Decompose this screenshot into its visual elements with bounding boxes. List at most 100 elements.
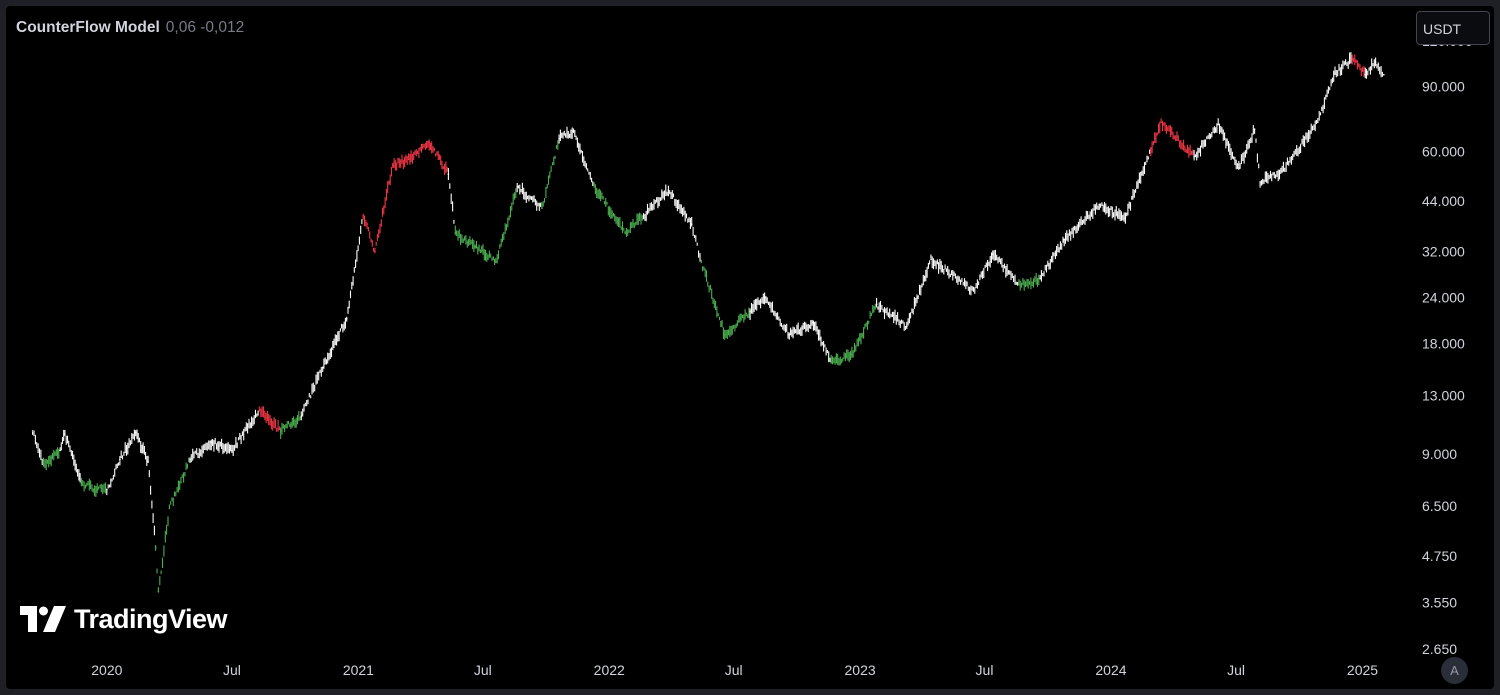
price-point <box>1160 121 1162 124</box>
price-point <box>1039 277 1041 280</box>
price-point <box>1018 283 1020 286</box>
price-point <box>851 353 853 356</box>
price-point <box>1374 61 1377 63</box>
price-point <box>80 482 83 484</box>
price-axis[interactable]: 120.00090.00060.00044.00032.00024.00018.… <box>1422 33 1473 657</box>
price-point <box>1259 181 1261 183</box>
price-point <box>930 258 932 261</box>
price-point <box>157 590 160 593</box>
x-tick-label: Jul <box>474 662 492 678</box>
price-point <box>1063 238 1065 241</box>
price-point <box>1193 156 1195 158</box>
price-point <box>168 507 171 510</box>
price-point <box>1217 123 1219 126</box>
price-point <box>558 137 560 140</box>
indicator-legend[interactable]: CounterFlow Model 0,06 -0,012 <box>16 19 244 37</box>
price-point <box>1150 147 1152 150</box>
price-point <box>454 232 457 234</box>
price-point <box>1281 170 1283 172</box>
y-tick-label: 90.000 <box>1422 79 1465 95</box>
y-tick-label: 6.500 <box>1422 498 1457 514</box>
x-tick-label: 2022 <box>594 662 625 678</box>
price-point <box>321 366 324 369</box>
y-tick-label: 2.650 <box>1422 641 1457 657</box>
price-point <box>624 232 626 234</box>
price-point <box>407 158 410 161</box>
price-point <box>1317 121 1319 124</box>
price-point <box>572 130 575 133</box>
price-point <box>447 173 450 175</box>
price-point <box>258 410 261 412</box>
price-point <box>300 415 303 418</box>
price-point <box>788 334 791 336</box>
x-tick-label: 2020 <box>91 662 122 678</box>
y-tick-label: 44.000 <box>1422 193 1465 209</box>
x-tick-label: Jul <box>976 662 994 678</box>
price-point <box>231 449 233 452</box>
indicator-values: 0,06 -0,012 <box>165 19 245 36</box>
y-tick-label: 60.000 <box>1422 143 1465 159</box>
price-point <box>106 488 108 491</box>
price-point <box>593 186 595 188</box>
tradingview-logo: TradingView <box>20 602 228 636</box>
price-point <box>723 334 726 336</box>
price-point <box>59 449 61 452</box>
x-tick-label: 2023 <box>845 662 876 678</box>
price-point <box>279 430 282 432</box>
price-point <box>642 215 645 217</box>
price-point <box>992 253 994 255</box>
price-point <box>1364 73 1367 76</box>
price-point <box>541 207 543 209</box>
x-tick-label: Jul <box>223 662 241 678</box>
price-series <box>31 52 1385 593</box>
price-point <box>1238 167 1240 169</box>
price-point <box>134 431 137 434</box>
price-point <box>749 310 751 313</box>
price-point <box>1351 58 1353 60</box>
price-point <box>1124 217 1127 219</box>
price-point <box>31 430 34 432</box>
price-point <box>763 296 766 299</box>
price-point <box>1383 73 1385 76</box>
price-point <box>474 245 477 248</box>
price-point <box>972 290 975 292</box>
price-chart[interactable]: 120.00090.00060.00044.00032.00024.00018.… <box>6 6 1494 689</box>
x-tick-label: 2025 <box>1347 662 1378 678</box>
price-point <box>667 189 670 192</box>
y-tick-label: 9.000 <box>1422 446 1457 462</box>
price-point <box>189 458 191 461</box>
chart-panel[interactable]: 120.00090.00060.00044.00032.00024.00018.… <box>6 6 1494 689</box>
x-tick-label: 2024 <box>1095 662 1126 678</box>
price-point <box>812 321 815 324</box>
time-axis[interactable]: 2020 Jul 2021 Jul 2022 Jul 2023 Jul 2024 Jul 2025 <box>91 662 1378 678</box>
price-point <box>374 250 376 253</box>
y-tick-label: 13.000 <box>1422 387 1465 403</box>
price-point <box>1253 128 1256 130</box>
y-tick-label: 4.750 <box>1422 548 1457 564</box>
price-point <box>64 433 66 435</box>
price-point <box>392 164 394 166</box>
price-point <box>906 325 908 328</box>
y-tick-label: 18.000 <box>1422 335 1465 351</box>
y-tick-label: 3.550 <box>1422 594 1457 610</box>
price-point <box>495 261 497 263</box>
price-point <box>119 458 121 461</box>
price-point <box>362 215 365 217</box>
price-point <box>210 441 213 443</box>
y-tick-label: 24.000 <box>1422 290 1465 306</box>
tradingview-logo-text: TradingView <box>74 603 228 634</box>
price-point <box>700 261 703 263</box>
price-point <box>154 546 157 549</box>
auto-scale-button[interactable]: A <box>1441 657 1468 684</box>
price-point <box>345 318 348 320</box>
x-tick-label: Jul <box>1227 662 1245 678</box>
price-point <box>1334 72 1336 74</box>
price-point <box>690 223 693 225</box>
x-tick-label: Jul <box>725 662 743 678</box>
x-tick-label: 2021 <box>343 662 374 678</box>
currency-button[interactable]: USDT <box>1416 11 1490 45</box>
y-tick-label: 32.000 <box>1422 244 1465 260</box>
price-point <box>875 303 878 306</box>
indicator-name[interactable]: CounterFlow Model <box>16 19 160 36</box>
